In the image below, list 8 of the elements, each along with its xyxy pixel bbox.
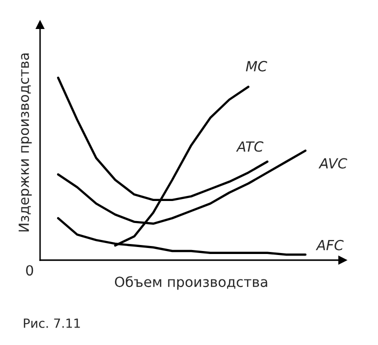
series-label: MC [246, 60, 268, 72]
text: 0 [26, 265, 34, 276]
text: Рис. 7.11 [24, 318, 80, 328]
series-label: ATC [236, 141, 264, 152]
y-axis-title: Издержки производства [18, 53, 32, 232]
series-label: AVC [318, 158, 348, 169]
series-label: AFC [316, 240, 344, 250]
x-axis-title: Объем производства [114, 276, 268, 290]
